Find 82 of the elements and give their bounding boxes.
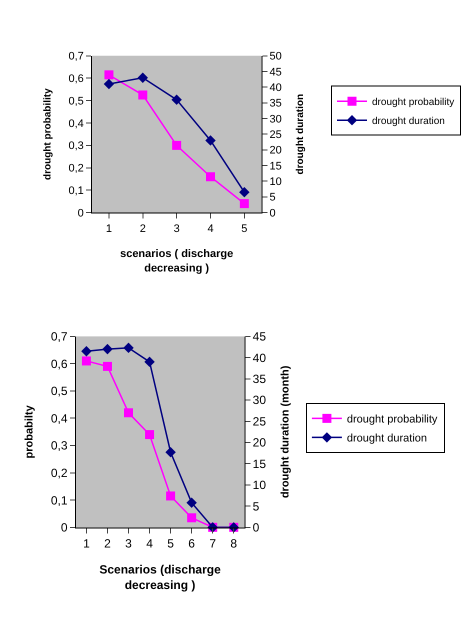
x-tick-label: 2 bbox=[140, 222, 146, 235]
point bbox=[144, 356, 155, 368]
point bbox=[138, 90, 148, 100]
y-tick-label: 0,1 bbox=[50, 493, 68, 508]
y-tick-label: 0,5 bbox=[68, 95, 84, 108]
point bbox=[171, 94, 182, 105]
y-tick-label: 0,3 bbox=[50, 438, 68, 453]
y2-tick-label: 15 bbox=[269, 160, 282, 172]
x-axis-title: Scenarios (discharge decreasing ) bbox=[99, 562, 222, 592]
point bbox=[240, 199, 249, 208]
y2-tick-label: 5 bbox=[269, 192, 276, 204]
point bbox=[82, 356, 91, 366]
point bbox=[239, 186, 250, 198]
y-tick-label: 0,1 bbox=[68, 185, 84, 198]
y2-tick-label: 5 bbox=[252, 499, 260, 514]
point bbox=[104, 70, 114, 80]
y2-tick-label: 25 bbox=[252, 414, 266, 428]
point bbox=[81, 346, 92, 356]
y2-tick-label: 45 bbox=[252, 330, 266, 344]
point bbox=[123, 342, 134, 354]
point bbox=[187, 513, 196, 522]
y2-tick-label: 0 bbox=[252, 520, 260, 535]
point bbox=[205, 135, 216, 146]
x-tick-label: 6 bbox=[188, 536, 196, 551]
point bbox=[102, 362, 112, 371]
y2-tick-label: 20 bbox=[269, 144, 282, 157]
point bbox=[186, 498, 197, 508]
y2-tick-label: 10 bbox=[269, 176, 282, 188]
y2-tick-label: 10 bbox=[252, 478, 266, 492]
legend-label: drought duration bbox=[372, 116, 445, 128]
y-tick-label: 0,2 bbox=[50, 466, 68, 480]
y-tick-label: 0,3 bbox=[68, 140, 84, 152]
point bbox=[138, 72, 148, 83]
point bbox=[206, 172, 215, 182]
y-tick-label: 0,6 bbox=[68, 73, 84, 86]
y2-tick-label: 35 bbox=[252, 372, 266, 386]
y-tick-label: 0,5 bbox=[50, 384, 68, 398]
x-tick-label: 2 bbox=[104, 536, 112, 551]
y-tick-label: 0,7 bbox=[68, 50, 84, 63]
x-tick-label: 3 bbox=[174, 222, 180, 235]
point bbox=[166, 491, 176, 500]
x-tick-label: 4 bbox=[207, 222, 214, 235]
x-tick-label: 1 bbox=[106, 222, 112, 235]
x-tick-label: 3 bbox=[125, 536, 132, 551]
y2-tick-label: 30 bbox=[252, 393, 266, 408]
y-tick-label: 0 bbox=[60, 520, 68, 535]
y-tick-label: 0 bbox=[78, 207, 84, 220]
y-tick-label: 0,4 bbox=[50, 411, 68, 426]
point bbox=[102, 344, 113, 354]
y-tick-label: 0,6 bbox=[50, 356, 68, 371]
y2-axis-title: drought duration bbox=[295, 94, 306, 174]
x-axis-title: scenarios ( discharge decreasing ) bbox=[120, 248, 234, 274]
y2-tick-label: 40 bbox=[252, 350, 266, 365]
x-tick-label: 5 bbox=[241, 222, 248, 235]
point bbox=[145, 430, 154, 440]
point bbox=[124, 408, 134, 418]
point bbox=[104, 78, 114, 90]
y-tick-label: 0,2 bbox=[68, 162, 84, 175]
x-tick-label: 1 bbox=[83, 536, 90, 551]
y-tick-label: 0,7 bbox=[50, 330, 68, 344]
y2-tick-label: 35 bbox=[269, 98, 282, 110]
x-tick-label: 7 bbox=[209, 536, 216, 551]
y2-tick-label: 20 bbox=[252, 436, 266, 450]
y2-axis-title: drought duration (month) bbox=[280, 365, 292, 498]
y2-tick-label: 0 bbox=[269, 207, 276, 220]
y2-tick-label: 25 bbox=[269, 129, 282, 142]
point bbox=[165, 447, 176, 458]
y2-tick-label: 30 bbox=[269, 113, 282, 126]
y2-tick-label: 45 bbox=[269, 66, 282, 78]
y-tick-label: 0,4 bbox=[68, 118, 84, 130]
y2-tick-label: 15 bbox=[252, 456, 266, 471]
legend-label: drought probability bbox=[372, 97, 454, 108]
y-axis-title: drought probability bbox=[42, 88, 54, 180]
x-tick-label: 5 bbox=[167, 536, 174, 551]
legend-label: drought duration bbox=[346, 432, 428, 445]
legend-label: drought probability bbox=[346, 414, 438, 426]
x-tick-label: 4 bbox=[146, 536, 154, 551]
x-tick-label: 8 bbox=[230, 536, 238, 551]
y2-tick-label: 50 bbox=[269, 50, 282, 63]
y2-tick-label: 40 bbox=[269, 82, 282, 94]
y-axis-title: probabilty bbox=[23, 404, 36, 458]
point bbox=[172, 140, 182, 150]
